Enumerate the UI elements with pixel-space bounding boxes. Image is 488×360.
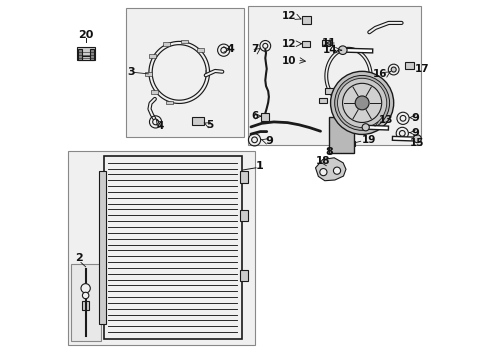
Bar: [144, 72, 152, 76]
Circle shape: [152, 119, 158, 125]
Polygon shape: [315, 158, 346, 181]
Text: 9: 9: [410, 113, 418, 123]
Text: 11: 11: [321, 38, 336, 48]
Bar: [163, 42, 170, 45]
Text: 17: 17: [414, 64, 428, 74]
Text: 8: 8: [324, 147, 332, 157]
Circle shape: [342, 83, 381, 122]
Circle shape: [221, 47, 226, 53]
Bar: [82, 301, 89, 310]
Bar: [328, 117, 353, 153]
Bar: [319, 98, 326, 103]
Circle shape: [262, 43, 267, 48]
Bar: [68, 150, 255, 345]
Bar: [181, 40, 188, 43]
Bar: [197, 48, 204, 51]
Circle shape: [319, 168, 326, 176]
Text: 9: 9: [410, 129, 418, 138]
Bar: [261, 113, 269, 121]
Text: 1: 1: [256, 161, 263, 171]
Text: 19: 19: [362, 135, 376, 145]
Bar: [302, 41, 309, 47]
Bar: [240, 270, 248, 281]
Circle shape: [81, 284, 90, 293]
Bar: [90, 49, 94, 59]
Circle shape: [399, 131, 405, 136]
Text: 6: 6: [251, 111, 258, 121]
Circle shape: [387, 64, 398, 75]
Bar: [81, 56, 90, 60]
Bar: [78, 49, 82, 59]
Text: 12: 12: [282, 39, 296, 49]
Text: 4: 4: [226, 45, 234, 54]
Circle shape: [354, 96, 368, 110]
Text: 15: 15: [409, 139, 424, 148]
Text: 3: 3: [127, 67, 134, 77]
Bar: [325, 88, 332, 94]
Circle shape: [251, 137, 257, 143]
Text: 7: 7: [251, 45, 258, 54]
Text: 2: 2: [75, 253, 82, 263]
Bar: [104, 156, 241, 339]
Bar: [77, 47, 95, 60]
Circle shape: [338, 46, 346, 54]
Text: 4: 4: [156, 121, 163, 131]
Circle shape: [399, 116, 405, 121]
Circle shape: [337, 78, 386, 127]
Circle shape: [333, 167, 340, 174]
Bar: [301, 16, 310, 24]
Circle shape: [412, 135, 421, 143]
Bar: [343, 141, 354, 146]
Circle shape: [330, 71, 393, 134]
Text: 12: 12: [282, 12, 296, 22]
Bar: [126, 8, 244, 137]
Circle shape: [82, 292, 89, 299]
Bar: [240, 171, 248, 183]
Text: 20: 20: [78, 30, 94, 40]
Bar: [70, 264, 101, 341]
Circle shape: [390, 67, 395, 72]
Circle shape: [334, 76, 389, 130]
Bar: [322, 40, 329, 46]
Bar: [247, 6, 420, 145]
Bar: [149, 54, 156, 58]
Text: 18: 18: [316, 156, 330, 166]
Bar: [405, 62, 413, 69]
Text: 10: 10: [281, 56, 296, 66]
Text: 13: 13: [378, 116, 393, 126]
Circle shape: [362, 124, 368, 131]
Text: 14: 14: [323, 45, 337, 55]
Text: 5: 5: [205, 121, 213, 130]
Bar: [99, 171, 106, 324]
Bar: [192, 117, 203, 125]
Text: 9: 9: [265, 136, 273, 146]
Bar: [240, 210, 248, 221]
Bar: [151, 90, 158, 94]
Bar: [166, 101, 173, 104]
Text: 16: 16: [372, 69, 386, 79]
